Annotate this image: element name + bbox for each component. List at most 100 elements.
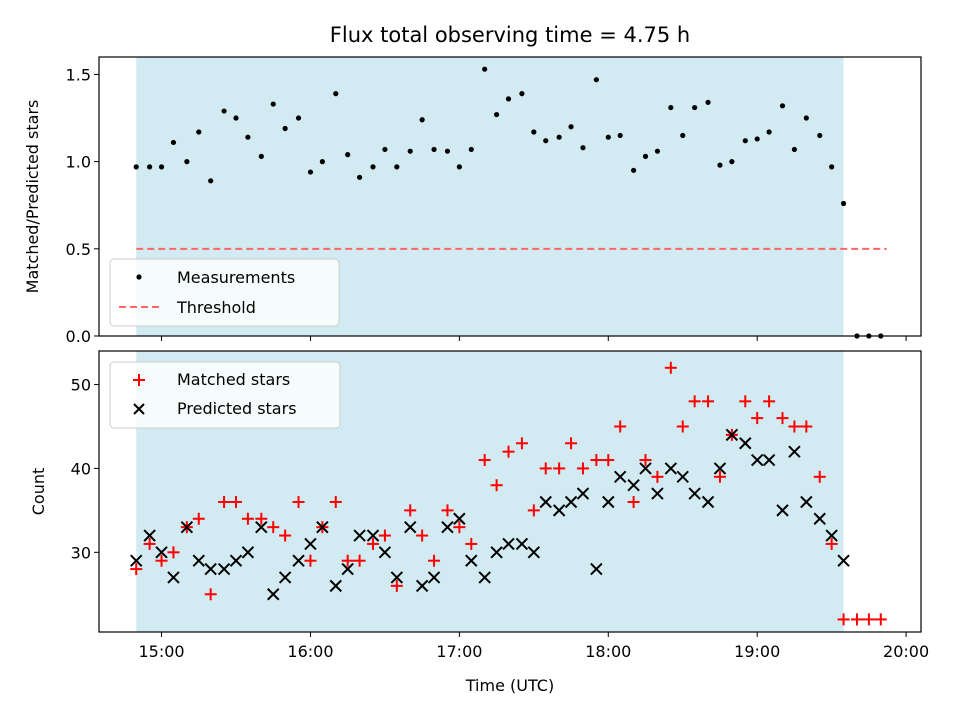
measurement-point [394, 164, 400, 170]
x-axis-label: Time (UTC) [465, 676, 554, 695]
measurement-point [729, 159, 735, 165]
matched-star-point [874, 613, 887, 626]
predicted-star-point [366, 529, 380, 542]
x-tick-label: 16:00 [287, 642, 333, 661]
measurement-point [184, 159, 190, 165]
predicted-star-point [167, 571, 180, 584]
measurement-point [356, 174, 363, 180]
predicted-star-point [143, 529, 156, 542]
matched-star-point [367, 537, 379, 550]
y-tick-label: 30 [71, 543, 91, 562]
measurement-point [233, 115, 239, 121]
matched-star-point [763, 395, 776, 408]
predicted-star-point [837, 554, 850, 567]
predicted-star-point [465, 554, 478, 567]
measurement-point [617, 132, 623, 139]
matched-star-point [241, 512, 254, 525]
predicted-star-point [688, 487, 701, 500]
matched-star-point [850, 613, 863, 626]
measurement-point [692, 104, 698, 111]
predicted-star-point [404, 520, 417, 534]
measurement-point [531, 129, 537, 135]
predicted-star-point [241, 546, 255, 559]
predicted-star-point [180, 520, 194, 534]
matched-star-point [751, 412, 764, 425]
matched-star-point [143, 537, 156, 550]
count-y-ticks: 30 40 50 [71, 376, 99, 562]
measurement-point [158, 164, 165, 170]
measurement-point [505, 96, 512, 102]
matched-star-point [341, 554, 354, 567]
matched-star-point [230, 495, 242, 508]
matched-star-point [204, 588, 217, 601]
legend-matched-label: Matched stars [177, 370, 290, 389]
matched-star-point [502, 445, 515, 458]
matched-star-point [837, 613, 850, 626]
predicted-star-point [651, 487, 664, 500]
predicted-star-point [441, 520, 454, 534]
measurement-point [382, 146, 388, 153]
matched-star-point [390, 579, 403, 592]
matched-star-point [130, 563, 143, 576]
measurement-point [829, 164, 835, 170]
count-axes-frame [98, 350, 922, 633]
matched-star-point [825, 537, 838, 550]
measurement-point [444, 148, 451, 154]
measurement-point [817, 132, 823, 139]
measurement-point [493, 111, 500, 118]
measurement-point [221, 108, 227, 114]
measurement-point [370, 164, 376, 170]
ratio-y-ticks: 0.0 0.5 1.0 1.5 [66, 65, 99, 346]
predicted-star-point [701, 495, 715, 509]
predicted-star-point [130, 554, 143, 567]
predicted-star-point [229, 554, 243, 567]
legend-measurements-label: Measurements [177, 268, 295, 287]
predicted-star-point [341, 562, 354, 576]
measurement-point [208, 178, 214, 184]
matched-star-point [627, 495, 640, 508]
predicted-star-point [390, 571, 404, 584]
matched-star-point [465, 537, 478, 550]
predicted-star-point [255, 520, 268, 534]
matched-star-point [576, 462, 589, 475]
matched-star-point [739, 395, 752, 408]
count-legend: Matched stars Predicted stars [109, 361, 341, 429]
predicted-star-point [762, 453, 776, 467]
matched-star-point [639, 454, 652, 467]
measurement-point [482, 66, 488, 72]
measurement-point [245, 134, 251, 140]
measurement-point [556, 134, 562, 140]
measurement-point [407, 148, 413, 154]
measurement-point [642, 153, 649, 159]
ratio-panel: 0.0 0.5 1.0 1.5 Matched/Predicted stars Mea… [23, 56, 922, 346]
predicted-star-point [155, 546, 168, 559]
ratio-x-ticks [161, 336, 907, 341]
y-tick-label: 1.5 [66, 65, 91, 84]
matched-star-point [218, 495, 231, 508]
legend-predicted-label: Predicted stars [177, 399, 297, 418]
matched-star-point [515, 437, 528, 450]
predicted-star-point [676, 470, 689, 484]
measurement-point [593, 77, 599, 83]
y-tick-label: 40 [71, 459, 91, 478]
legend-threshold-label: Threshold [176, 298, 256, 317]
measurement-point [307, 169, 314, 175]
predicted-star-point [564, 495, 578, 509]
matched-star-point [664, 361, 677, 374]
measurement-point [680, 132, 686, 139]
count-x-ticks: 15:00 16:00 17:00 18:00 19:00 20:00 [138, 632, 929, 661]
measurement-point [133, 164, 139, 170]
measurement-point [519, 91, 525, 97]
matched-star-point [539, 462, 552, 475]
ratio-axes-frame [98, 56, 922, 337]
predicted-star-point [788, 445, 801, 458]
matched-star-point [453, 521, 466, 534]
measurement-point [319, 159, 325, 165]
measurement-point [431, 146, 437, 153]
measurement-point [295, 115, 302, 121]
measurement-point [791, 146, 798, 153]
predicted-star-point [750, 453, 764, 467]
y-tick-label: 0.5 [66, 240, 91, 259]
measurement-point [668, 104, 674, 111]
predicted-star-point [739, 437, 752, 450]
